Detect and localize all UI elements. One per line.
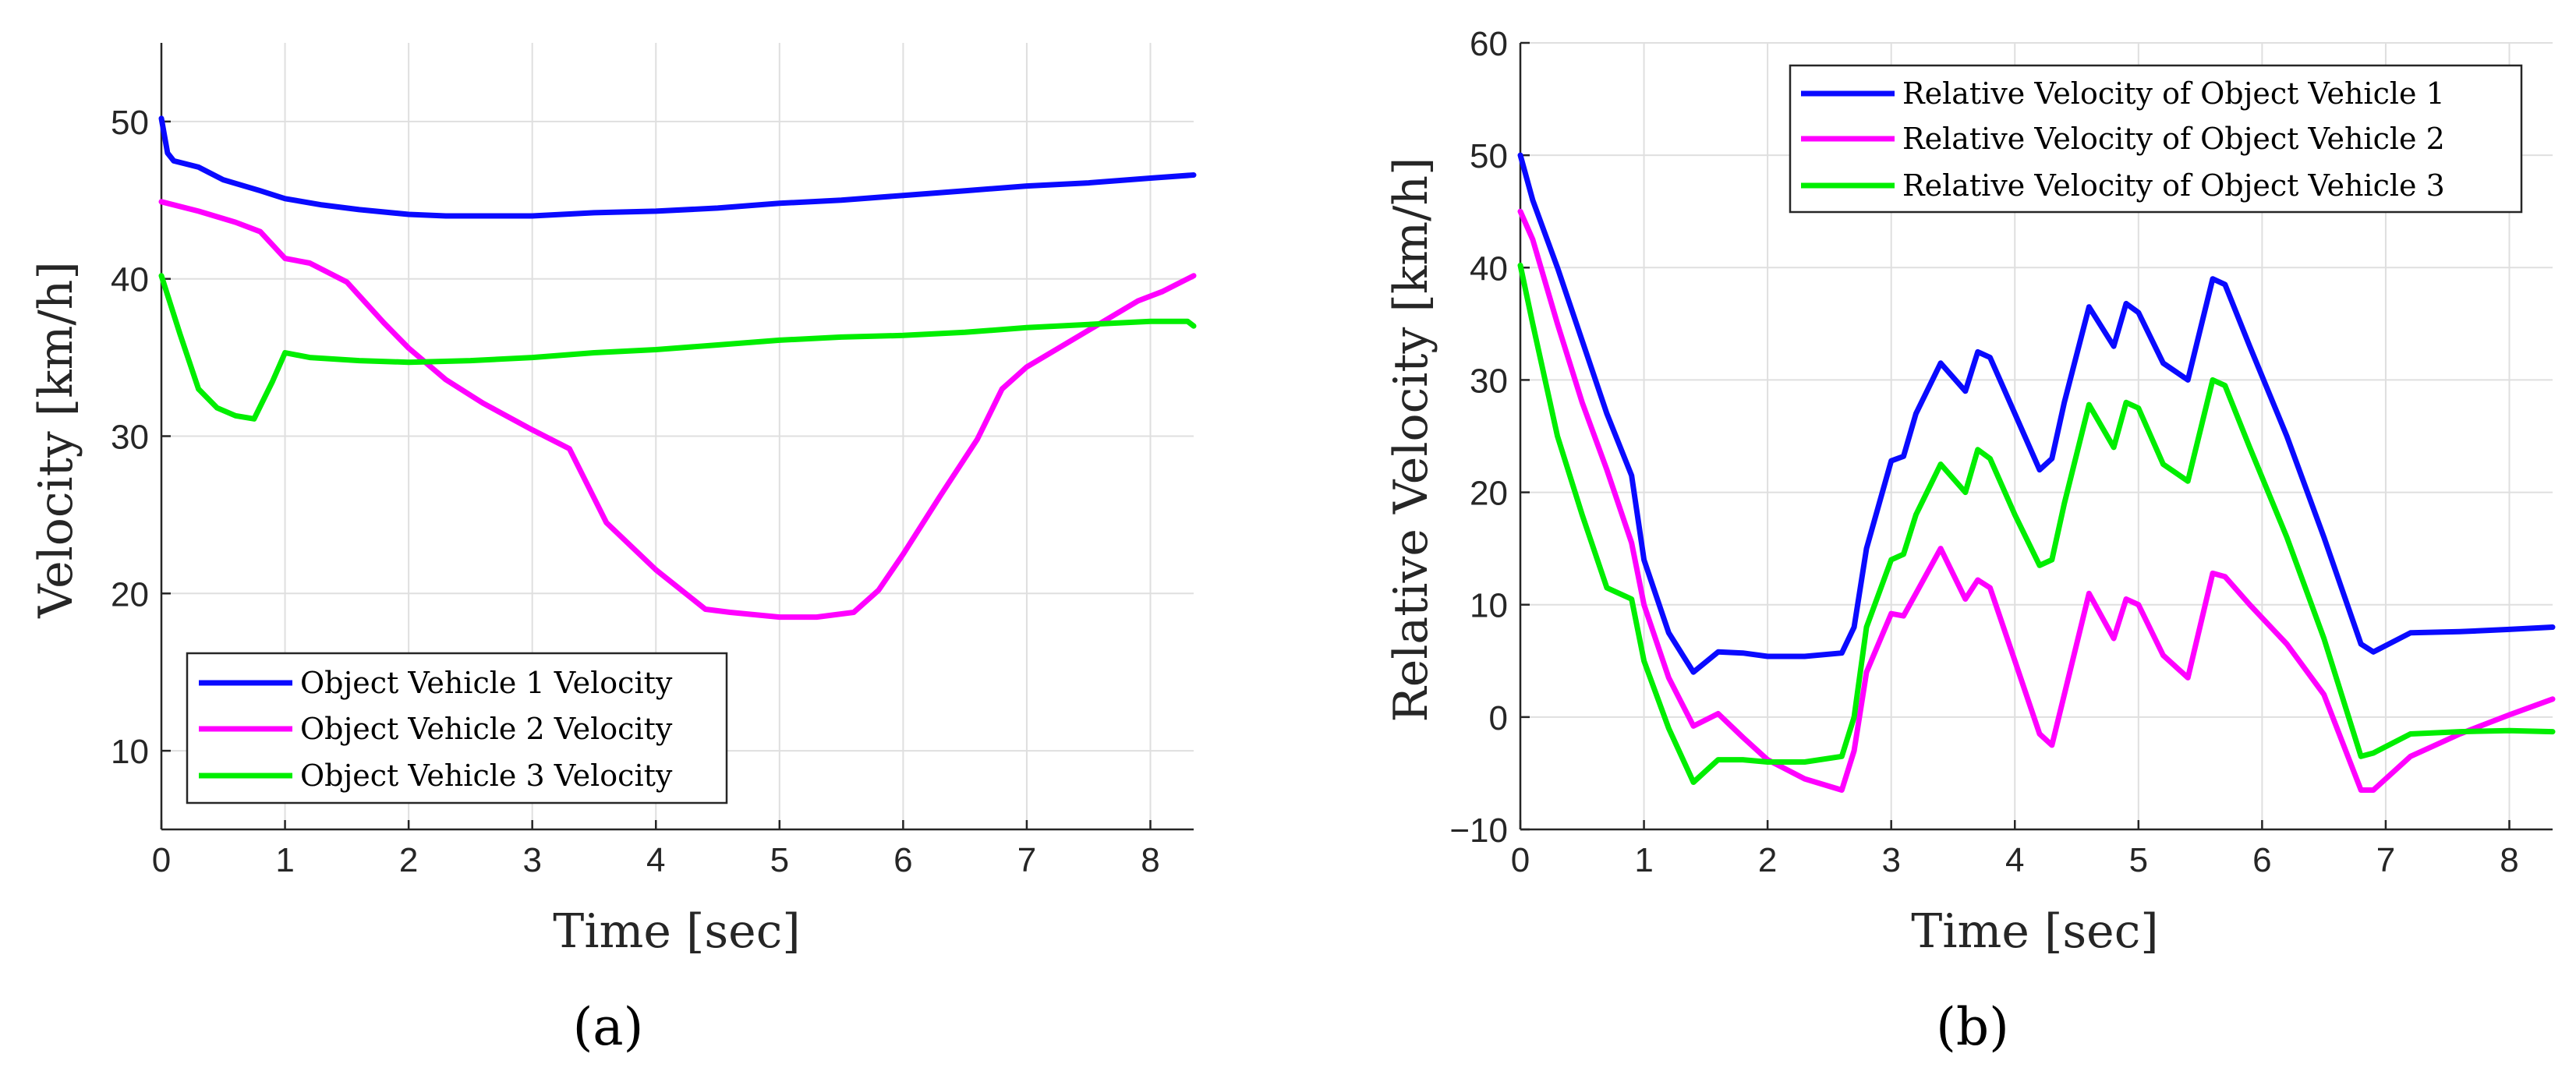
chart-a-grid [161, 43, 1194, 829]
chart-a-series-line-3 [158, 273, 1197, 422]
chart-b-y-tick-label-3: 20 [1470, 475, 1508, 513]
chart-a-x-tick-label-7: 7 [1017, 841, 1036, 879]
chart-b-x-tick-label-3: 3 [1881, 841, 1900, 879]
chart-b-y-tick-label-5: 40 [1470, 249, 1508, 288]
chart-b-x-tick-label-8: 8 [2500, 841, 2518, 879]
chart-b-legend: Relative Velocity of Object Vehicle 1 Re… [1789, 64, 2523, 214]
chart-b-x-tick-label-1: 1 [1634, 841, 1653, 879]
chart-a-tick-labels: 0 1 2 3 4 5 6 7 8 10 20 30 40 50 [111, 104, 1160, 879]
chart-b-series-line-1 [1517, 152, 2556, 675]
chart-a-x-tick-label-2: 2 [399, 841, 418, 879]
chart-b-y-tick-label-2: 10 [1470, 587, 1508, 625]
chart-a-y-axis-label: Velocity [km/h] [29, 261, 83, 618]
chart-b-legend-entry-3: Relative Velocity of Object Vehicle 3 [1902, 168, 2445, 203]
chart-b-y-tick-label-6: 50 [1470, 137, 1508, 175]
chart-b-x-axis-label: Time [sec] [1911, 904, 2158, 959]
chart-a-y-tick-label-2: 30 [111, 419, 149, 457]
chart-a-x-tick-label-0: 0 [152, 841, 171, 879]
chart-a-x-tick-label-8: 8 [1141, 841, 1159, 879]
chart-panel-a: 0 1 2 3 4 5 6 7 8 10 20 30 40 50 Object Vehicle 1 Vel… [29, 43, 1197, 1057]
chart-a-x-tick-label-1: 1 [275, 841, 294, 879]
chart-b-legend-box [1789, 64, 2523, 214]
chart-b-legend-entry-2: Relative Velocity of Object Vehicle 2 [1902, 122, 2445, 156]
chart-b-panel-label: (b) [1936, 997, 2009, 1057]
chart-a-y-tick-label-0: 10 [111, 733, 149, 771]
chart-b-axes [1519, 41, 2553, 831]
chart-a-legend-entry-2: Object Vehicle 2 Velocity [300, 712, 673, 746]
chart-a-x-tick-label-3: 3 [522, 841, 541, 879]
chart-a-series-group [158, 115, 1197, 621]
chart-a-axes [160, 43, 1194, 831]
chart-b-series-line-3 [1517, 262, 2556, 785]
chart-b-y-axis-label: Relative Velocity [km/h] [1384, 157, 1438, 723]
chart-b-x-tick-label-5: 5 [2129, 841, 2148, 879]
chart-b-legend-entry-1: Relative Velocity of Object Vehicle 1 [1902, 76, 2445, 111]
chart-b-y-tick-label-7: 60 [1470, 25, 1508, 63]
chart-a-x-axis-label: Time [sec] [553, 904, 800, 959]
chart-b-x-tick-label-0: 0 [1511, 841, 1530, 879]
chart-a-legend: Object Vehicle 1 Velocity Object Vehicle… [186, 652, 728, 804]
chart-b-series-line-2 [1517, 208, 2556, 793]
chart-b-y-tick-label-0: −10 [1449, 812, 1508, 850]
chart-a-legend-entry-1: Object Vehicle 1 Velocity [300, 666, 673, 700]
chart-b-x-tick-label-4: 4 [2005, 841, 2024, 879]
chart-b-series-group [1517, 152, 2556, 793]
chart-a-panel-label: (a) [573, 997, 644, 1057]
chart-a-x-tick-label-5: 5 [770, 841, 789, 879]
chart-a-y-tick-label-3: 40 [111, 261, 149, 299]
chart-a-x-tick-label-4: 4 [646, 841, 665, 879]
chart-b-x-tick-label-6: 6 [2252, 841, 2271, 879]
chart-a-series-line-2 [158, 199, 1197, 621]
chart-a-x-tick-label-6: 6 [893, 841, 912, 879]
chart-b-x-tick-label-7: 7 [2376, 841, 2395, 879]
chart-a-y-tick-label-1: 20 [111, 575, 149, 613]
chart-b-x-tick-label-2: 2 [1758, 841, 1777, 879]
chart-b-y-tick-label-4: 30 [1470, 362, 1508, 400]
chart-a-series-line-1 [158, 115, 1197, 219]
chart-a-legend-entry-3: Object Vehicle 3 Velocity [300, 758, 673, 793]
chart-b-y-tick-label-1: 0 [1489, 699, 1508, 737]
chart-a-y-tick-label-4: 50 [111, 104, 149, 142]
